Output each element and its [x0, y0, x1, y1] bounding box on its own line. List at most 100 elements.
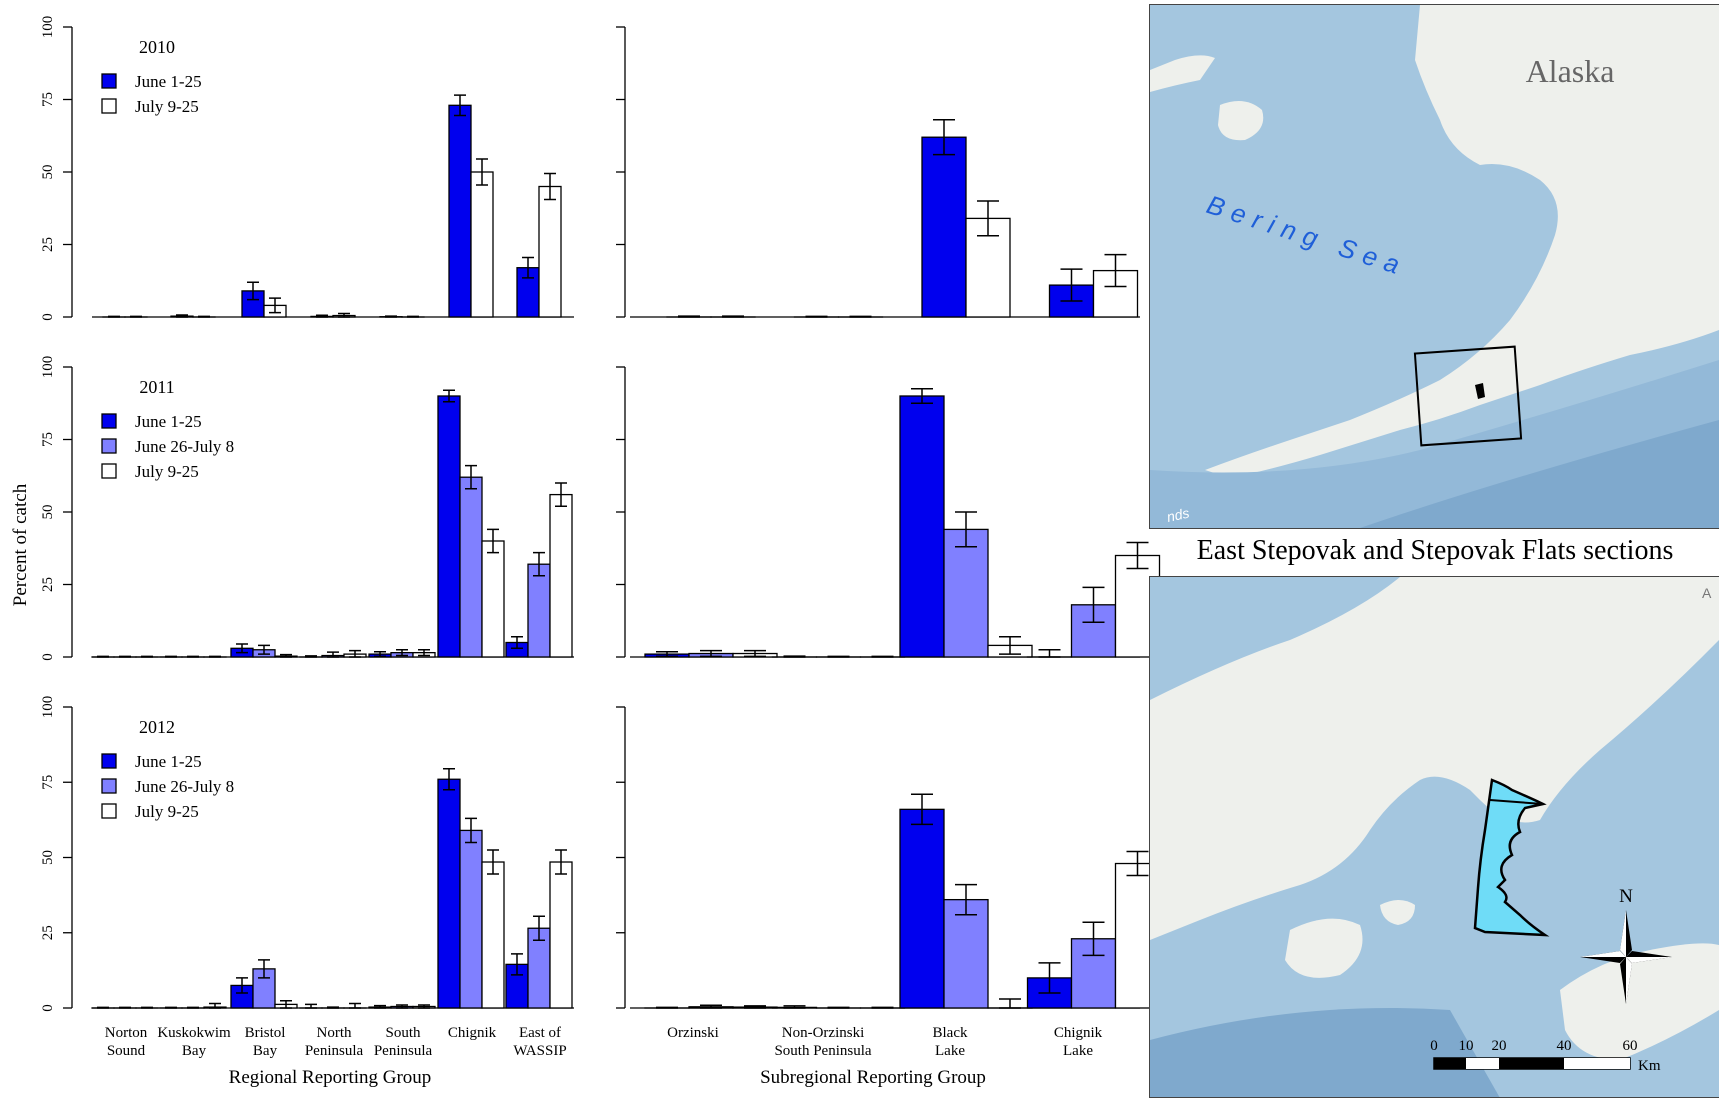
scale-label-60: 60	[1623, 1038, 1638, 1054]
map-top-frame	[1149, 4, 1719, 529]
legend-swatch	[101, 803, 117, 819]
error-bar	[236, 977, 248, 994]
map-top-deep	[1360, 420, 1719, 528]
error-bar	[805, 315, 828, 318]
error-bar	[247, 281, 259, 301]
map-top-island	[1218, 101, 1264, 141]
chart-panel-regional-2011: 0 25 50 75 100 2011 June 1-25 June 26-July 8 Jul…	[40, 356, 574, 661]
north-label: N	[1619, 886, 1633, 907]
panel-year-label: 2011	[139, 377, 174, 397]
error-bar	[1038, 649, 1061, 658]
error-bar	[533, 551, 545, 577]
x-tick-label: Peninsula	[374, 1043, 433, 1059]
error-bar	[1082, 586, 1105, 623]
x-tick-label: Chignik	[1054, 1025, 1103, 1041]
map-caption: East Stepovak and Stepovak Flats section…	[1197, 535, 1674, 566]
legend-swatch	[101, 778, 117, 794]
legend-label: July 9-25	[135, 97, 199, 116]
error-bar	[744, 1005, 766, 1009]
legend-swatch	[101, 438, 117, 454]
error-bar	[305, 655, 317, 658]
legend-swatch	[101, 98, 117, 114]
error-bar	[280, 1000, 292, 1009]
bar-regional-2010-5-0	[448, 104, 472, 318]
error-bar	[338, 312, 350, 318]
chart-panel-subregional-2012: Orzinski Non-Orzinski South Peninsula Black…	[616, 706, 1161, 1059]
error-bar	[783, 1005, 806, 1009]
x-tick-label: Black	[933, 1025, 968, 1041]
error-bar	[465, 464, 477, 490]
scale-unit: Km	[1638, 1058, 1661, 1074]
x-tick-label: Non-Orzinski	[782, 1025, 865, 1041]
map-top-partial-label: nds	[1165, 505, 1190, 525]
error-bar	[656, 1006, 678, 1009]
x-tick-label: North	[317, 1025, 352, 1041]
x-tick-label: Lake	[1063, 1043, 1093, 1059]
error-bar	[700, 1004, 722, 1009]
y-tick-label: 25	[40, 237, 56, 252]
bar-subregional-2011-2-1	[943, 528, 989, 658]
error-bar	[385, 315, 397, 318]
y-axis-title: Percent of catch	[10, 483, 31, 606]
y-tick-label: 25	[40, 925, 56, 940]
error-bar	[280, 653, 292, 658]
error-bar	[141, 1006, 153, 1009]
map-bottom-deep	[1150, 1008, 1500, 1098]
error-bar	[1082, 921, 1105, 957]
error-bar	[955, 883, 977, 916]
error-bar	[165, 1006, 177, 1009]
error-bar	[533, 915, 545, 942]
error-bar	[911, 793, 933, 826]
error-bar	[700, 649, 722, 658]
panel-year-label: 2010	[139, 37, 175, 57]
error-bar	[396, 649, 408, 657]
error-bar	[999, 635, 1021, 655]
error-bar	[97, 655, 109, 658]
y-tick-label: 0	[40, 1004, 56, 1012]
chart-panel-regional-2010: 0 25 50 75 100 2010 June 1-25 July 9-25	[40, 16, 574, 321]
x-tick-label: Peninsula	[305, 1043, 364, 1059]
error-bar	[97, 1006, 109, 1009]
error-bar	[443, 767, 455, 791]
error-bar	[119, 1006, 131, 1009]
panel-year-label: 2012	[139, 717, 175, 737]
bar-regional-2012-5-1	[459, 829, 483, 1009]
error-bar	[327, 651, 339, 658]
map-bottom-island-1	[1285, 918, 1363, 978]
chart-panel-subregional-2010	[616, 26, 1140, 318]
scale-bar	[1433, 1057, 1631, 1070]
error-bar	[487, 528, 499, 554]
bar-regional-2010-5-1	[470, 171, 494, 318]
error-bar	[119, 655, 131, 658]
bar-regional-2011-5-2	[481, 540, 505, 658]
map-top-land	[1205, 5, 1719, 478]
x-tick-label: Orzinski	[667, 1025, 719, 1041]
error-bar	[108, 315, 120, 318]
error-bar	[999, 998, 1021, 1009]
error-bar	[555, 482, 567, 507]
error-bar	[269, 297, 281, 314]
error-bar	[955, 511, 977, 548]
x-tick-label: Kuskokwim	[157, 1025, 231, 1041]
error-bar	[656, 651, 678, 658]
error-bar	[349, 1002, 361, 1009]
y-tick-label: 50	[40, 505, 56, 520]
map-bottom-section-area	[1473, 778, 1550, 937]
scale-label-0: 0	[1430, 1038, 1438, 1054]
x-tick-label: South Peninsula	[774, 1043, 871, 1059]
error-bar	[678, 315, 700, 318]
legend-swatch	[101, 73, 117, 89]
legend-label: June 26-July 8	[135, 437, 234, 456]
map-bottom-partial-label: A	[1702, 585, 1712, 601]
error-bar	[418, 1004, 430, 1009]
error-bar	[487, 849, 499, 875]
error-bar	[555, 849, 567, 875]
legend-label: June 1-25	[135, 412, 202, 431]
error-bar	[209, 1002, 221, 1009]
error-bar	[933, 119, 955, 156]
error-bar	[374, 1004, 386, 1009]
error-bar	[1126, 850, 1149, 877]
error-bar	[258, 644, 270, 655]
legend-label: June 1-25	[135, 752, 202, 771]
map-bottom-section-divider	[1489, 799, 1544, 805]
